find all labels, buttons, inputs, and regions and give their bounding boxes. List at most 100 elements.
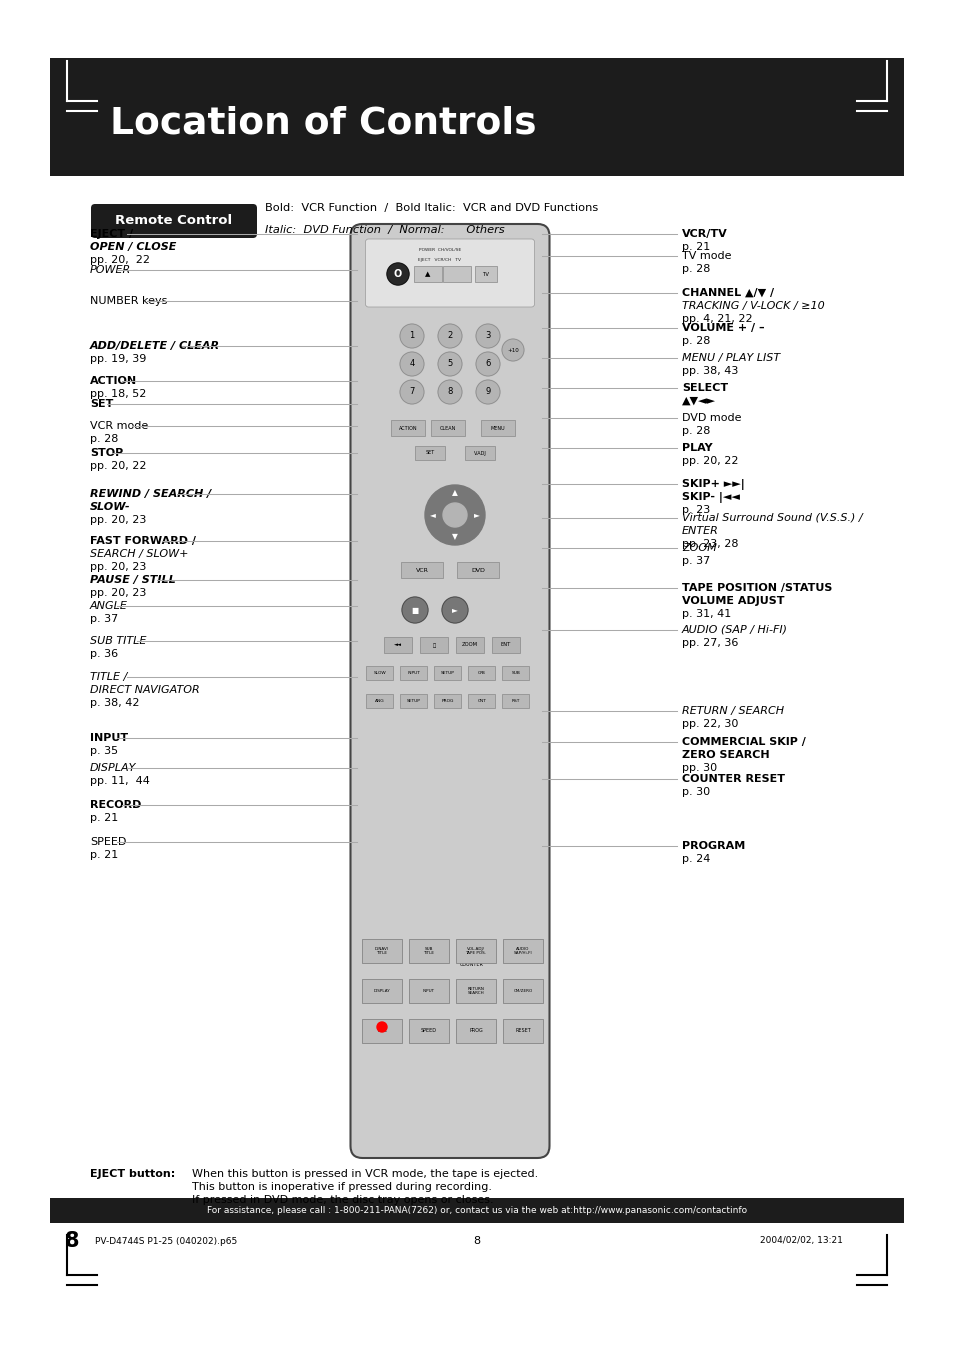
Bar xyxy=(468,694,495,708)
Text: Remote Control: Remote Control xyxy=(115,215,233,227)
Text: p. 37: p. 37 xyxy=(90,613,118,624)
Text: If pressed in DVD mode, the disc tray opens or closes.: If pressed in DVD mode, the disc tray op… xyxy=(192,1196,493,1205)
Circle shape xyxy=(437,324,461,349)
Text: pp. 27, 36: pp. 27, 36 xyxy=(681,638,738,648)
Bar xyxy=(502,1019,542,1043)
Circle shape xyxy=(387,263,409,285)
Text: D.NAVI
TITLE: D.NAVI TITLE xyxy=(375,947,389,955)
Bar xyxy=(414,266,441,282)
Bar xyxy=(502,666,529,680)
Text: PROG: PROG xyxy=(469,1028,482,1034)
Text: pp. 20, 22: pp. 20, 22 xyxy=(681,457,738,466)
Text: 8: 8 xyxy=(447,388,453,396)
Text: 5: 5 xyxy=(447,359,452,369)
Text: SKIP+ ►►|: SKIP+ ►►| xyxy=(681,480,744,490)
Text: RETURN
SEARCH: RETURN SEARCH xyxy=(467,986,484,996)
Text: CHANNEL ▲/▼ /: CHANNEL ▲/▼ / xyxy=(681,288,773,299)
Text: PROG: PROG xyxy=(441,698,454,703)
Bar xyxy=(502,979,542,1002)
Bar xyxy=(400,694,427,708)
Bar xyxy=(361,979,401,1002)
FancyBboxPatch shape xyxy=(365,239,534,307)
Text: INPUT: INPUT xyxy=(90,734,128,743)
Text: ◄◄: ◄◄ xyxy=(394,643,401,647)
Text: For assistance, please call : 1-800-211-PANA(7262) or, contact us via the web at: For assistance, please call : 1-800-211-… xyxy=(207,1206,746,1215)
Text: REWIND / SEARCH /: REWIND / SEARCH / xyxy=(90,489,211,499)
Text: SPEED: SPEED xyxy=(420,1028,436,1034)
Text: pp. 19, 39: pp. 19, 39 xyxy=(90,354,146,363)
Text: 7: 7 xyxy=(409,388,415,396)
Circle shape xyxy=(476,353,499,376)
Text: PV-D4744S P1-25 (040202).p65: PV-D4744S P1-25 (040202).p65 xyxy=(95,1236,237,1246)
Text: VOLUME ADJUST: VOLUME ADJUST xyxy=(681,596,783,607)
Text: TRACKING / V-LOCK / ≥10: TRACKING / V-LOCK / ≥10 xyxy=(681,301,824,311)
Text: p. 30: p. 30 xyxy=(681,788,709,797)
Text: SLOW: SLOW xyxy=(374,671,386,676)
Text: 9: 9 xyxy=(485,388,490,396)
Text: Italic:  DVD Function  /  Normal:      Others: Italic: DVD Function / Normal: Others xyxy=(265,226,504,235)
Text: p. 28: p. 28 xyxy=(681,426,710,436)
Text: DVD mode: DVD mode xyxy=(681,413,740,423)
Circle shape xyxy=(437,380,461,404)
Text: pp. 20, 23: pp. 20, 23 xyxy=(90,562,146,571)
Bar xyxy=(366,694,393,708)
Bar xyxy=(502,939,542,963)
Text: p. 24: p. 24 xyxy=(681,854,710,865)
Text: COUNTER: COUNTER xyxy=(459,962,483,967)
Circle shape xyxy=(476,380,499,404)
Text: SET: SET xyxy=(90,399,113,409)
Text: SET: SET xyxy=(425,450,435,455)
Text: INPUT: INPUT xyxy=(422,989,435,993)
Text: STOP: STOP xyxy=(90,449,123,458)
Text: TV mode: TV mode xyxy=(681,251,731,261)
Text: DVD: DVD xyxy=(471,567,484,573)
Text: AUDIO (SAP / Hi-FI): AUDIO (SAP / Hi-FI) xyxy=(681,626,787,635)
Text: POWER: POWER xyxy=(90,265,132,276)
Text: ANGLE: ANGLE xyxy=(90,601,128,611)
Bar xyxy=(434,666,461,680)
Text: SUB: SUB xyxy=(511,671,520,676)
Bar xyxy=(468,666,495,680)
Text: pp. 4, 21, 22: pp. 4, 21, 22 xyxy=(681,313,752,324)
Text: pp. 20, 22: pp. 20, 22 xyxy=(90,461,147,471)
Bar xyxy=(400,562,442,578)
Text: INPUT: INPUT xyxy=(407,671,420,676)
Text: p. 37: p. 37 xyxy=(681,557,709,566)
Bar xyxy=(409,979,449,1002)
Text: ▲: ▲ xyxy=(452,489,457,497)
Text: CM/ZERO: CM/ZERO xyxy=(513,989,532,993)
Bar xyxy=(456,638,483,653)
Text: p. 21: p. 21 xyxy=(90,813,118,823)
Circle shape xyxy=(501,339,523,361)
Bar xyxy=(384,638,412,653)
Text: ▲▼◄►: ▲▼◄► xyxy=(681,396,716,407)
Text: ▼: ▼ xyxy=(452,532,457,542)
Text: 4: 4 xyxy=(409,359,415,369)
Text: RECORD: RECORD xyxy=(90,800,141,811)
Bar xyxy=(456,1019,496,1043)
Bar xyxy=(434,694,461,708)
Text: VCR/TV: VCR/TV xyxy=(681,230,727,239)
Text: PROGRAM: PROGRAM xyxy=(681,842,744,851)
Circle shape xyxy=(399,353,423,376)
Text: TAPE POSITION /STATUS: TAPE POSITION /STATUS xyxy=(681,584,832,593)
Text: PLAY: PLAY xyxy=(681,443,712,453)
Text: pp. 11,  44: pp. 11, 44 xyxy=(90,775,150,786)
Text: NUMBER keys: NUMBER keys xyxy=(90,296,167,305)
Text: p. 36: p. 36 xyxy=(90,648,118,659)
Bar xyxy=(366,666,393,680)
Text: ZOOM: ZOOM xyxy=(461,643,477,647)
Bar xyxy=(361,1019,401,1043)
FancyBboxPatch shape xyxy=(91,204,256,238)
Text: CNT: CNT xyxy=(477,698,486,703)
Text: TV: TV xyxy=(482,272,489,277)
Text: SETUP: SETUP xyxy=(440,671,455,676)
Text: DISPLAY: DISPLAY xyxy=(374,989,390,993)
Text: VCR: VCR xyxy=(416,567,428,573)
Text: AUDIO
SAP/Hi-FI: AUDIO SAP/Hi-FI xyxy=(513,947,532,955)
Text: 6: 6 xyxy=(485,359,490,369)
Text: SPEED: SPEED xyxy=(90,838,126,847)
Text: 2: 2 xyxy=(447,331,452,340)
Text: CLEAN: CLEAN xyxy=(439,426,456,431)
Text: 1: 1 xyxy=(409,331,415,340)
